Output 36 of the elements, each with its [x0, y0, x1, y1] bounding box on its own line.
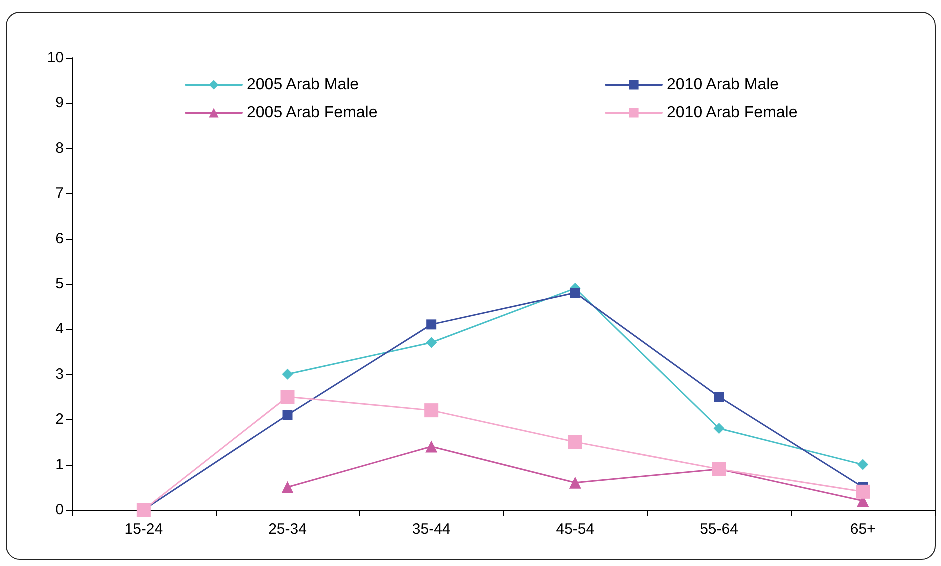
point [570, 288, 580, 298]
y-tick-label: 7 [56, 185, 64, 202]
point [282, 368, 294, 380]
x-tick-label: 45-54 [556, 521, 595, 538]
x-tick-label: 35-44 [412, 521, 451, 538]
point [282, 481, 294, 494]
x-tick-label: 25-34 [268, 521, 307, 538]
x-tick-label: 15-24 [124, 521, 164, 538]
point [714, 392, 724, 402]
point [424, 404, 439, 418]
point [714, 423, 725, 434]
y-tick-label: 1 [56, 456, 64, 474]
y-tick-label: 9 [56, 94, 64, 112]
y-tick-label: 6 [56, 230, 64, 248]
point [426, 337, 438, 348]
y-tick-label: 4 [56, 320, 64, 338]
point [282, 410, 293, 420]
y-tick-label: 8 [56, 140, 64, 157]
point [426, 440, 438, 453]
x-tick-label: 55-64 [700, 521, 738, 538]
y-tick-label: 2 [56, 411, 64, 428]
x-tick-label: 65+ [850, 521, 876, 538]
point [856, 484, 870, 499]
legend-label: 2005 Arab Male [247, 76, 360, 94]
point [426, 320, 437, 330]
point [569, 476, 582, 489]
y-tick-label: 5 [56, 276, 64, 292]
point [280, 390, 295, 404]
y-tick-label: 10 [47, 50, 64, 66]
legend-label: 2010 Arab Male [667, 76, 780, 94]
legend-label: 2005 Arab Female [247, 104, 378, 122]
point [568, 435, 582, 450]
point [858, 459, 869, 470]
y-tick-label: 3 [56, 366, 64, 383]
y-tick-label: 0 [56, 502, 64, 518]
legend-label: 2010 Arab Female [667, 104, 798, 122]
